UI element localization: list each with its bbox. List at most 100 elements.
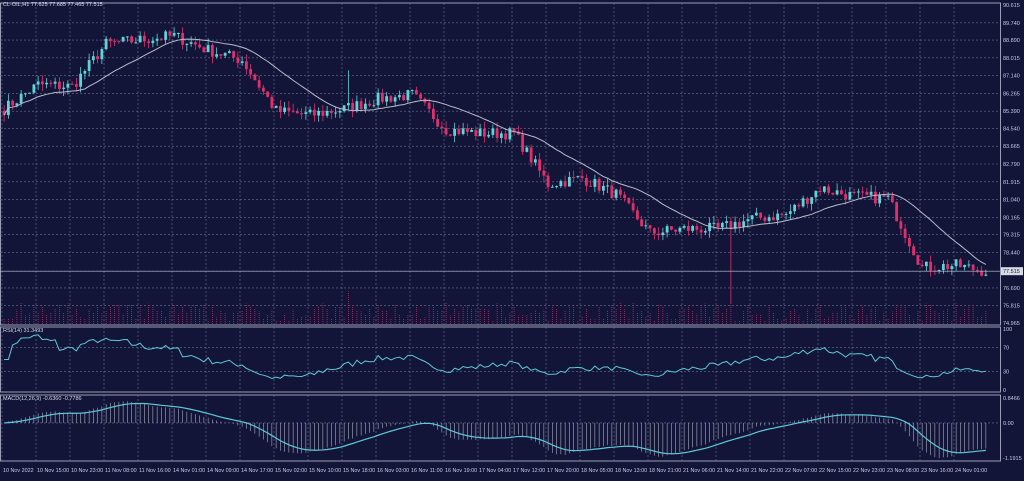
candle-body <box>521 134 525 152</box>
candle-body <box>848 191 852 200</box>
candle-body <box>946 264 950 270</box>
price-tick-label: 76.690 <box>1003 286 1020 292</box>
candle-body <box>461 128 465 135</box>
candle-body <box>249 69 253 75</box>
candle-body <box>929 261 933 271</box>
macd-tick-label: -1.1915 <box>1003 456 1022 462</box>
candle-body <box>300 113 304 115</box>
moving-average-line <box>3 38 987 265</box>
candle-body <box>822 186 826 192</box>
candle-body <box>147 41 151 44</box>
candle-body <box>631 203 635 211</box>
candle-body <box>504 133 508 140</box>
time-axis-label: 16 Nov 19:00 <box>445 468 477 474</box>
candle-body <box>856 191 860 193</box>
candle-body <box>652 228 656 234</box>
time-axis-label: 18 Nov 21:00 <box>649 468 681 474</box>
candle-body <box>474 130 478 137</box>
candle-body <box>593 179 597 187</box>
time-axis-label: 16 Nov 03:00 <box>377 468 409 474</box>
candle-body <box>376 92 380 106</box>
candle-body <box>142 35 146 42</box>
price-tick-label: 87.140 <box>1003 74 1020 80</box>
candle-body <box>890 195 894 203</box>
candle-body <box>193 42 197 45</box>
candle-body <box>759 212 763 218</box>
time-axis-label: 18 Nov 05:00 <box>581 468 613 474</box>
rsi-line <box>4 334 986 380</box>
candle-body <box>308 109 312 113</box>
candle-body <box>567 177 571 187</box>
candle-body <box>971 264 975 270</box>
candle-body <box>91 56 95 61</box>
price-tick-label: 74.965 <box>1003 321 1020 327</box>
candle-body <box>304 112 308 114</box>
time-axis-label: 22 Nov 23:00 <box>853 468 885 474</box>
candle-body <box>393 97 397 102</box>
candle-body <box>164 31 168 40</box>
candle-body <box>618 189 622 195</box>
candle-body <box>716 222 720 228</box>
time-axis-label: 10 Nov 23:00 <box>71 468 103 474</box>
candle-body <box>453 128 457 136</box>
candle-body <box>278 106 282 112</box>
candle-body <box>984 274 988 276</box>
time-axis-label: 17 Nov 20:00 <box>547 468 579 474</box>
candle-body <box>457 128 461 135</box>
candle-body <box>686 225 690 231</box>
candle-body <box>274 106 278 108</box>
price-tick-label: 81.040 <box>1003 198 1020 204</box>
candle-body <box>49 82 53 84</box>
candle-body <box>674 229 678 232</box>
candle-body <box>215 54 219 57</box>
candle-body <box>321 110 325 116</box>
candle-body <box>83 70 87 74</box>
candle-body <box>491 128 495 135</box>
candle-body <box>750 215 754 220</box>
candle-body <box>219 54 223 56</box>
macd-tick-label: 0.00 <box>1003 421 1014 427</box>
candle-body <box>865 191 869 195</box>
candle-body <box>79 73 83 87</box>
time-axis-label: 14 Nov 17:00 <box>241 468 273 474</box>
candle-body <box>32 84 36 93</box>
candle-body <box>2 110 6 116</box>
candle-body <box>682 225 686 228</box>
candle-body <box>882 194 886 197</box>
candle-body <box>967 264 971 266</box>
candle-body <box>151 40 155 44</box>
current-price-label: 77.515 <box>1003 269 1020 275</box>
macd-tick-label: 0.8466 <box>1003 396 1020 402</box>
candle-body <box>861 191 865 193</box>
candle-body <box>529 147 533 163</box>
candle-body <box>963 264 967 268</box>
candle-body <box>270 96 274 108</box>
candle-body <box>669 226 673 230</box>
candle-body <box>695 226 699 230</box>
candle-body <box>980 270 984 276</box>
candle-body <box>886 195 890 197</box>
candle-body <box>155 38 159 41</box>
candle-body <box>172 32 176 36</box>
candle-body <box>210 45 214 57</box>
candle-body <box>776 213 780 221</box>
candle-body <box>852 191 856 193</box>
time-axis-label: 10 Nov 2022 <box>3 468 34 474</box>
price-tick-label: 86.265 <box>1003 91 1020 97</box>
candle-body <box>104 38 108 50</box>
candle-body <box>117 41 121 43</box>
candle-body <box>780 213 784 215</box>
candle-body <box>100 49 104 60</box>
candle-body <box>342 105 346 112</box>
candle-body <box>614 189 618 198</box>
candle-body <box>678 227 682 232</box>
candle-body <box>499 133 503 138</box>
time-axis-label: 17 Nov 04:00 <box>479 468 511 474</box>
candle-body <box>240 61 244 63</box>
candle-body <box>797 204 801 207</box>
candle-body <box>767 217 771 221</box>
candle-body <box>831 192 835 195</box>
price-tick-label: 78.440 <box>1003 250 1020 256</box>
rsi-tick-label: 100 <box>1003 327 1012 333</box>
